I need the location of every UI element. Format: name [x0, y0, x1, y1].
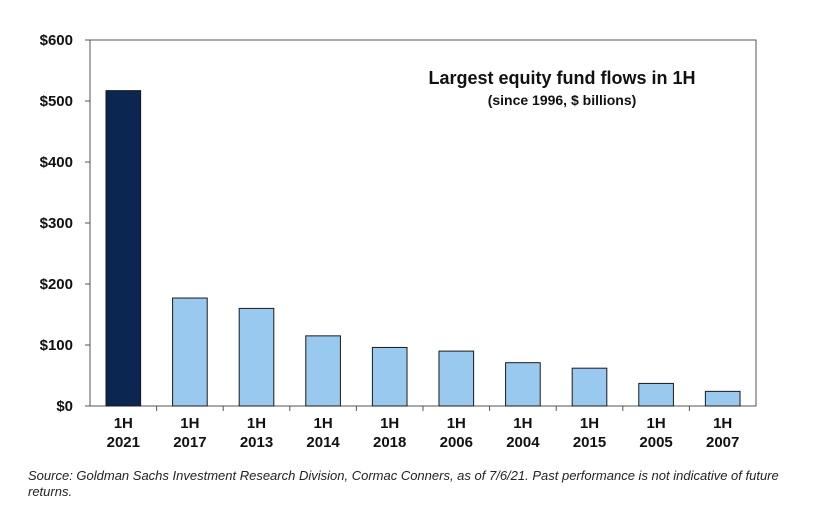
y-tick-label: $300	[40, 215, 73, 232]
bar	[238, 307, 275, 407]
bar	[305, 335, 341, 407]
bar	[638, 382, 674, 407]
bar	[371, 346, 408, 407]
x-tick-label: 1H	[580, 415, 599, 432]
x-tick-label: 1H	[180, 415, 199, 432]
x-tick-label: 2018	[373, 434, 406, 451]
y-tick-label: $500	[40, 93, 73, 110]
bar	[438, 350, 475, 407]
bar-chart: $0 $100 $200 $300 $400 $500 $600 1H 2021 1H 2017 1…	[40, 32, 757, 451]
chart-title: Largest equity fund flows in 1H	[428, 68, 695, 88]
bar	[704, 390, 741, 407]
bar	[505, 362, 541, 407]
x-tick-label: 2013	[240, 434, 273, 451]
y-tick-label: $400	[40, 154, 73, 171]
x-tick-label: 1H	[647, 415, 666, 432]
bar	[571, 367, 608, 407]
x-tick-label: 2015	[573, 434, 606, 451]
x-tick-label: 2004	[506, 434, 540, 451]
x-tick-label: 1H	[380, 415, 399, 432]
source-note: Source: Goldman Sachs Investment Researc…	[28, 468, 779, 499]
y-tick-label: $200	[40, 276, 73, 293]
bar	[105, 90, 142, 407]
x-tick-label: 2007	[706, 434, 739, 451]
x-tick-label: 2014	[306, 434, 340, 451]
x-tick-label: 2017	[173, 434, 206, 451]
x-tick-label: 1H	[447, 415, 466, 432]
x-tick-label: 2021	[107, 434, 140, 451]
x-tick-label: 1H	[114, 415, 133, 432]
x-tick-label: 1H	[247, 415, 266, 432]
x-tick-label: 2006	[440, 434, 473, 451]
x-tick-label: 2005	[639, 434, 672, 451]
bar	[172, 297, 208, 407]
y-tick-label: $100	[40, 337, 73, 354]
x-tick-label: 1H	[513, 415, 532, 432]
x-tick-label: 1H	[314, 415, 333, 432]
x-tick-label: 1H	[713, 415, 732, 432]
chart-subtitle: (since 1996, $ billions)	[488, 92, 637, 108]
y-tick-label: $600	[40, 32, 73, 49]
y-tick-label: $0	[56, 398, 73, 415]
